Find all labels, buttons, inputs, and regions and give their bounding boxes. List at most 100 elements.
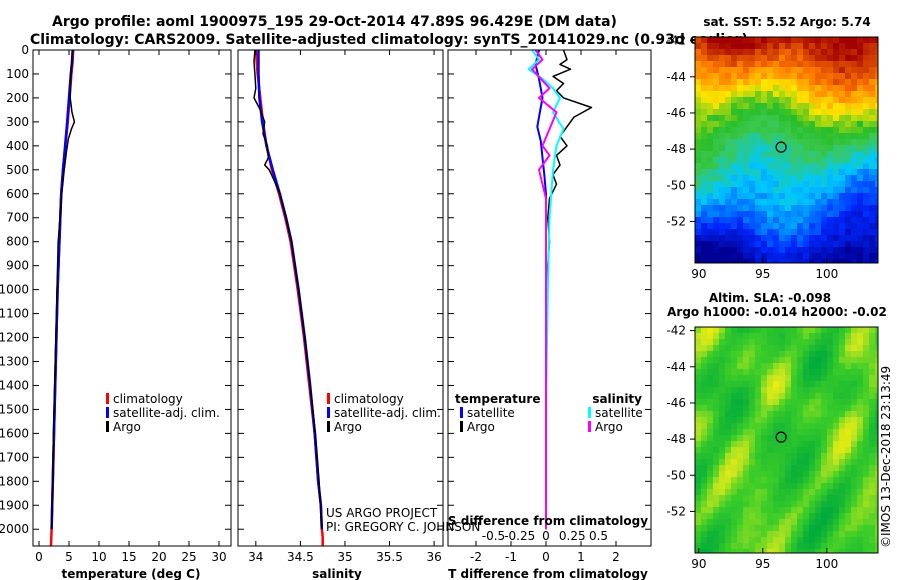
heatmap-cell [839, 357, 846, 364]
heatmap-cell [869, 157, 876, 164]
heatmap-cell [731, 327, 738, 334]
heatmap-cell [857, 387, 864, 394]
heatmap-cell [767, 477, 774, 484]
heatmap-cell [737, 423, 744, 430]
heatmap-cell [743, 345, 750, 352]
heatmap-cell [875, 175, 878, 182]
heatmap-cell [803, 327, 810, 334]
heatmap-cell [803, 259, 810, 263]
heatmap-cell [785, 363, 792, 370]
heatmap-cell [869, 133, 876, 140]
heatmap-cell [755, 369, 762, 376]
heatmap-cell [755, 253, 762, 260]
heatmap-cell [809, 411, 816, 418]
heatmap-cell [695, 157, 702, 164]
heatmap-cell [743, 471, 750, 478]
heatmap-cell [755, 507, 762, 514]
heatmap-cell [731, 339, 738, 346]
heatmap-cell [701, 531, 708, 538]
heatmap-cell [785, 85, 792, 92]
heatmap-cell [779, 145, 786, 152]
heatmap-cell [797, 381, 804, 388]
heatmap-cell [821, 483, 828, 490]
heatmap-cell [713, 85, 720, 92]
heatmap-cell [695, 181, 702, 188]
heatmap-cell [857, 223, 864, 230]
heatmap-cell [863, 73, 870, 80]
heatmap-cell [827, 85, 834, 92]
heatmap-cell [803, 223, 810, 230]
heatmap-cell [767, 127, 774, 134]
heatmap-cell [791, 471, 798, 478]
heatmap-cell [797, 477, 804, 484]
heatmap-cell [791, 405, 798, 412]
heatmap-cell [869, 441, 876, 448]
heatmap-cell [809, 501, 816, 508]
y-tick-label: 100 [6, 67, 29, 81]
heatmap-cell [803, 459, 810, 466]
heatmap-cell [713, 181, 720, 188]
heatmap-cell [767, 549, 774, 553]
heatmap-cell [809, 465, 816, 472]
heatmap-cell [707, 85, 714, 92]
heatmap-cell [731, 453, 738, 460]
heatmap-cell [695, 507, 702, 514]
heatmap-cell [749, 175, 756, 182]
heatmap-cell [875, 537, 878, 544]
heatmap-cell [857, 235, 864, 242]
heatmap-cell [809, 405, 816, 412]
heatmap-cell [803, 351, 810, 358]
heatmap-cell [761, 247, 768, 254]
heatmap-cell [779, 253, 786, 260]
heatmap-cell [773, 253, 780, 260]
heatmap-cell [809, 351, 816, 358]
heatmap-cell [695, 145, 702, 152]
heatmap-cell [755, 327, 762, 334]
heatmap-cell [851, 459, 858, 466]
heatmap-cell [827, 181, 834, 188]
heatmap-cell [695, 435, 702, 442]
heatmap-cell [713, 507, 720, 514]
y-tick-label: 800 [6, 235, 29, 249]
heatmap-cell [725, 169, 732, 176]
heatmap-cell [731, 345, 738, 352]
heatmap-cell [851, 223, 858, 230]
heatmap-cell [869, 169, 876, 176]
heatmap-cell [797, 49, 804, 56]
heatmap-cell [713, 253, 720, 260]
heatmap-cell [761, 501, 768, 508]
sla-map-frame [694, 326, 879, 554]
heatmap-cell [701, 103, 708, 110]
heatmap-cell [863, 363, 870, 370]
heatmap-cell [803, 393, 810, 400]
heatmap-cell [821, 139, 828, 146]
heatmap-cell [707, 79, 714, 86]
heatmap-cell [797, 471, 804, 478]
heatmap-cell [857, 345, 864, 352]
heatmap-cell [731, 363, 738, 370]
heatmap-cell [785, 217, 792, 224]
heatmap-cell [845, 453, 852, 460]
heatmap-cell [707, 37, 714, 44]
heatmap-cell [731, 37, 738, 44]
heatmap-cell [749, 453, 756, 460]
heatmap-cell [749, 79, 756, 86]
legend-swatch-temperature-argo [460, 421, 463, 432]
heatmap-cell [701, 43, 708, 50]
heatmap-cell [845, 375, 852, 382]
x-tick-label: 34 [248, 550, 263, 564]
heatmap-cell [767, 351, 774, 358]
heatmap-cell [701, 109, 708, 116]
heatmap-cell [785, 121, 792, 128]
heatmap-cell [803, 423, 810, 430]
heatmap-cell [845, 411, 852, 418]
heatmap-cell [701, 91, 708, 98]
heatmap-cell [791, 91, 798, 98]
heatmap-cell [731, 333, 738, 340]
heatmap-cell [731, 405, 738, 412]
heatmap-cell [845, 507, 852, 514]
heatmap-cell [737, 459, 744, 466]
heatmap-cell [785, 339, 792, 346]
heatmap-cell [731, 133, 738, 140]
heatmap-cell [851, 247, 858, 254]
